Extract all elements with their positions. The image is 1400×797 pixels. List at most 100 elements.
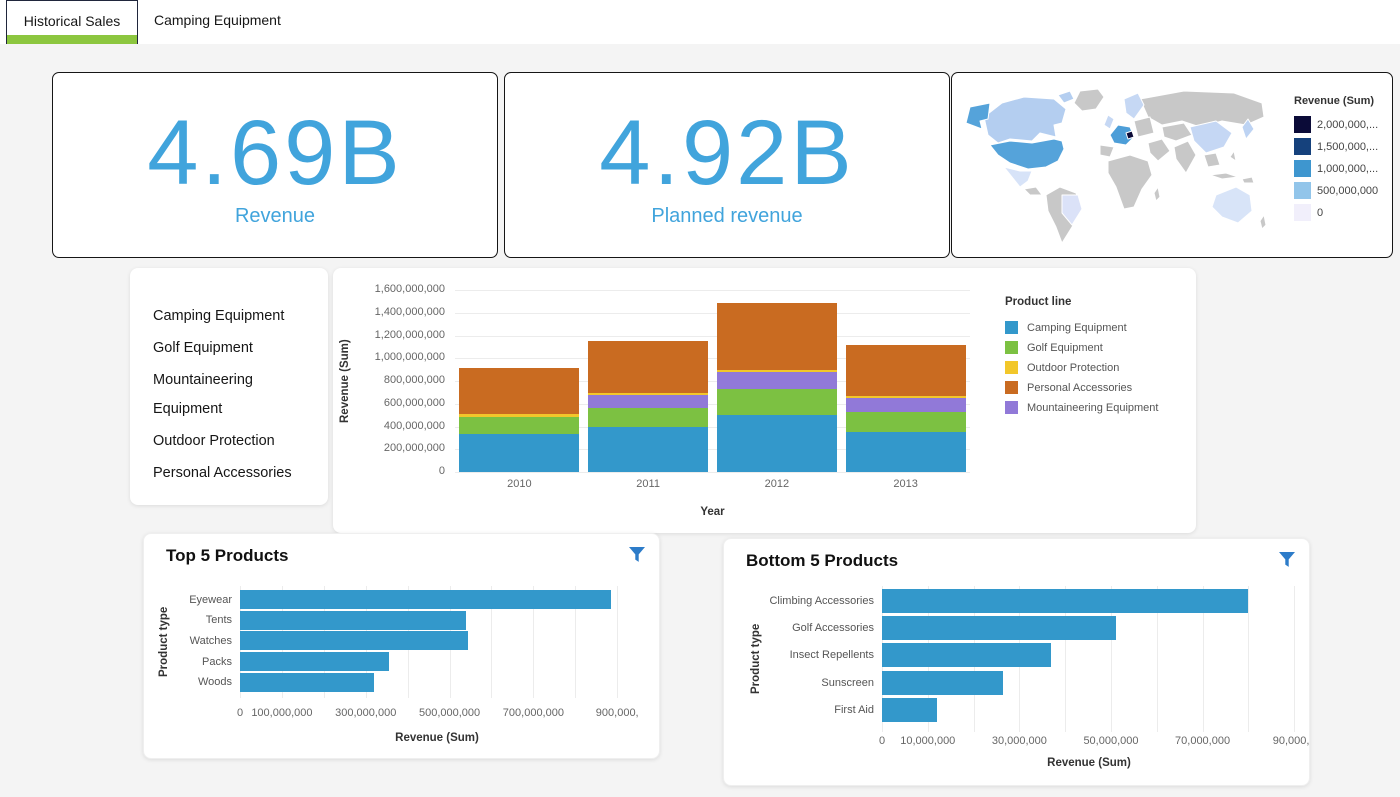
x-tick-label: 30,000,000 (991, 735, 1047, 747)
bar-first-aid[interactable] (882, 697, 937, 722)
bar-segment-personal-accessories[interactable] (459, 367, 580, 415)
stacked-bar-chart-panel: Revenue (Sum) 0 200,000,000 400,000,000 600… (333, 268, 1196, 533)
legend-swatch (1005, 341, 1018, 354)
legend-swatch (1005, 361, 1018, 374)
bar-climbing-accessories[interactable] (882, 589, 1249, 613)
bar-segment-golf-equipment[interactable] (716, 388, 837, 416)
gridline (1156, 586, 1158, 732)
bar-tents[interactable] (240, 610, 467, 630)
bar-packs[interactable] (240, 652, 389, 672)
tab-camping-equipment[interactable]: Camping Equipment (138, 0, 297, 44)
y-tick-label: 1,200,000,000 (374, 328, 445, 341)
map-legend: Revenue (Sum) 2,000,000,... 1,500,000,...… (1294, 95, 1388, 226)
bar-golf-accessories[interactable] (882, 616, 1116, 641)
bar-insect-repellents[interactable] (882, 643, 1052, 668)
legend-swatch (1294, 138, 1311, 155)
x-tick-label: 500,000,000 (418, 707, 481, 719)
product-line-item[interactable]: Camping Equipment (153, 308, 285, 324)
bar-segment-golf-equipment[interactable] (588, 407, 709, 427)
x-tick-label: 2013 (893, 478, 918, 490)
x-axis-title: Revenue (Sum) (1047, 757, 1131, 769)
bar-watches[interactable] (240, 631, 469, 651)
bar-segment-camping-equipment[interactable] (588, 426, 709, 472)
kpi-card-revenue: 4.69B Revenue (52, 72, 498, 258)
top5-bar-plot (240, 586, 634, 698)
y-tick-label: 1,400,000,000 (374, 305, 445, 318)
bar-segment-mountaineering-equipment[interactable] (588, 395, 709, 408)
bar-segment-personal-accessories[interactable] (716, 302, 837, 370)
legend-label: Personal Accessories (1027, 381, 1133, 394)
bar-eyewear[interactable] (240, 590, 611, 609)
gridline (455, 335, 970, 337)
bar-segment-golf-equipment[interactable] (845, 411, 966, 432)
legend-swatch (1005, 381, 1018, 394)
product-line-item[interactable]: Golf Equipment (153, 340, 253, 356)
active-tab-underline (7, 35, 137, 44)
gridline (455, 426, 970, 428)
bar-segment-camping-equipment[interactable] (459, 434, 580, 472)
bar-segment-camping-equipment[interactable] (845, 431, 966, 472)
bar-segment-personal-accessories[interactable] (588, 340, 709, 393)
chart-legend: Product line Camping Equipment Golf Equip… (1005, 296, 1191, 421)
category-label: Packs (202, 655, 232, 668)
x-tick-label: 0 (878, 735, 886, 747)
kpi-value-planned-revenue: 4.92B (599, 102, 855, 204)
tab-label: Historical Sales (23, 13, 121, 29)
legend-item-personal-accessories[interactable]: Personal Accessories (1005, 381, 1191, 394)
tab-label: Camping Equipment (154, 12, 281, 28)
bottom5-bar-plot (882, 586, 1296, 732)
product-line-item[interactable]: Personal Accessories (153, 465, 292, 481)
category-label: Sunscreen (821, 676, 874, 689)
map-legend-title: Revenue (Sum) (1294, 95, 1375, 107)
bar-segment-personal-accessories[interactable] (845, 345, 966, 396)
filter-icon[interactable] (629, 547, 645, 563)
bar-sunscreen[interactable] (882, 670, 1004, 695)
legend-label: 500,000,000 (1317, 184, 1379, 197)
gridline (617, 586, 619, 698)
x-tick-label: 2012 (764, 478, 790, 490)
gridline (575, 586, 577, 698)
bar-segment-mountaineering-equipment[interactable] (845, 397, 966, 412)
y-tick-label: 1,600,000,000 (374, 283, 445, 295)
bar-segment-outdoor-protection[interactable] (459, 414, 580, 418)
top5-products-card: Top 5 Products Product type Eyewear Tents… (143, 533, 660, 759)
legend-swatch (1005, 401, 1018, 414)
x-tick-label: 10,000,000 (900, 735, 956, 747)
x-tick-label: 100,000,000 (251, 707, 313, 719)
y-tick-label: 1,000,000,000 (374, 351, 445, 364)
x-tick-label: 70,000,000 (1175, 735, 1231, 747)
map-legend-item: 500,000,000 (1294, 182, 1388, 199)
category-label: Eyewear (189, 593, 232, 606)
bar-segment-golf-equipment[interactable] (459, 417, 580, 435)
legend-label: Outdoor Protection (1027, 361, 1120, 374)
legend-label: 2,000,000,... (1317, 118, 1379, 131)
product-line-item[interactable]: Outdoor Protection (153, 433, 275, 449)
bar-segment-outdoor-protection[interactable] (716, 369, 837, 372)
filter-icon[interactable] (1279, 552, 1295, 568)
y-tick-label: 0 (438, 465, 445, 477)
bar-segment-camping-equipment[interactable] (716, 415, 837, 472)
gridline (455, 358, 970, 360)
kpi-value-revenue: 4.69B (147, 102, 403, 204)
legend-item-outdoor-protection[interactable]: Outdoor Protection (1005, 361, 1191, 374)
map-legend-item: 1,500,000,... (1294, 138, 1388, 155)
gridline (455, 403, 970, 405)
bar-woods[interactable] (240, 672, 375, 692)
gridline (491, 586, 493, 698)
x-tick-label: 0 (236, 707, 244, 719)
bar-segment-mountaineering-equipment[interactable] (716, 371, 837, 389)
bar-segment-outdoor-protection[interactable] (845, 395, 966, 398)
legend-item-mountaineering-equipment[interactable]: Mountaineering Equipment (1005, 401, 1191, 414)
legend-item-camping-equipment[interactable]: Camping Equipment (1005, 321, 1191, 334)
tab-historical-sales[interactable]: Historical Sales (6, 0, 138, 44)
gridline (455, 290, 970, 291)
world-map[interactable] (958, 81, 1288, 251)
x-axis-title: Year (700, 506, 725, 518)
bar-segment-outdoor-protection[interactable] (588, 392, 709, 395)
category-label: Watches (189, 634, 232, 647)
product-line-item[interactable]: Mountaineering Equipment (153, 372, 253, 417)
legend-item-golf-equipment[interactable]: Golf Equipment (1005, 341, 1191, 354)
map-legend-item: 0 (1294, 204, 1388, 221)
map-legend-item: 1,000,000,... (1294, 160, 1388, 177)
